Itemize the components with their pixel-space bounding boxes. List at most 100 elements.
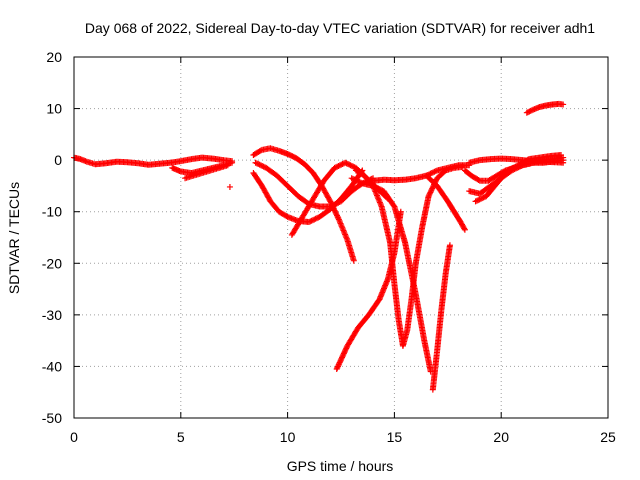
data-point: [311, 216, 318, 223]
data-point: [375, 185, 382, 192]
x-tick-label: 25: [600, 429, 616, 445]
data-point: [354, 177, 361, 184]
data-point: [475, 177, 482, 184]
data-point: [327, 203, 334, 210]
data-point: [355, 178, 362, 185]
data-point: [252, 159, 259, 166]
data-point: [312, 215, 319, 222]
data-point: [348, 162, 355, 169]
data-point: [335, 199, 342, 206]
data-point: [257, 162, 264, 169]
series-late-3: [472, 151, 565, 205]
data-point: [473, 197, 480, 204]
data-point: [356, 179, 363, 186]
data-point: [509, 164, 516, 171]
data-point: [309, 217, 316, 224]
data-point: [504, 167, 511, 174]
data-point: [461, 226, 468, 233]
data-point: [332, 164, 339, 171]
data-point: [253, 160, 260, 167]
data-point: [226, 183, 233, 190]
data-point: [229, 159, 236, 166]
y-tick-label: 20: [46, 49, 62, 65]
data-point: [427, 170, 434, 177]
series-top-arc: [523, 100, 567, 116]
x-tick-label: 15: [387, 429, 403, 445]
data-point: [338, 161, 345, 168]
data-point: [508, 165, 515, 172]
data-point: [505, 166, 512, 173]
data-point: [428, 170, 435, 177]
data-point: [378, 186, 385, 193]
series-pass-11: [423, 172, 468, 233]
data-point: [432, 168, 439, 175]
data-point: [333, 200, 340, 207]
data-point: [308, 217, 315, 224]
data-point: [446, 242, 453, 249]
series-pass-9: [429, 242, 453, 393]
data-point: [477, 195, 484, 202]
data-point: [372, 184, 379, 191]
data-point: [352, 177, 359, 184]
data-markers: [71, 100, 567, 393]
series-isolated: [226, 183, 233, 190]
y-tick-label: -40: [42, 358, 62, 374]
series-early-flat: [71, 154, 236, 168]
series-pass-10: [370, 162, 473, 184]
series-arc-b: [182, 162, 231, 182]
data-point: [348, 175, 355, 182]
data-point: [331, 164, 338, 171]
data-point: [350, 163, 357, 170]
data-point: [346, 161, 353, 168]
data-point: [511, 164, 518, 171]
data-point: [255, 161, 262, 168]
data-point: [350, 175, 357, 182]
y-tick-label: -30: [42, 307, 62, 323]
series-pass-7: [348, 175, 434, 375]
data-point: [358, 179, 365, 186]
data-point: [260, 163, 267, 170]
data-point: [512, 163, 519, 170]
data-point: [305, 219, 312, 226]
x-tick-label: 10: [280, 429, 296, 445]
data-point: [344, 161, 351, 168]
data-point: [351, 176, 358, 183]
y-tick-label: -50: [42, 410, 62, 426]
x-axis-label: GPS time / hours: [287, 458, 394, 474]
data-point: [507, 166, 514, 173]
data-point: [347, 162, 354, 169]
data-point: [479, 195, 486, 202]
data-point: [257, 147, 264, 154]
data-point: [334, 163, 341, 170]
data-point: [343, 160, 350, 167]
y-tick-label: -20: [42, 255, 62, 271]
data-point: [480, 194, 487, 201]
x-tick-label: 0: [70, 429, 78, 445]
data-point: [431, 168, 438, 175]
axis-ticks: 0 5 10 15 20 25 20 10 0 -10 -20 -30 -40 -50: [42, 49, 616, 445]
data-point: [331, 201, 338, 208]
data-point: [558, 151, 565, 158]
series-pass-8: [399, 163, 466, 349]
x-tick-label: 20: [493, 429, 509, 445]
plot-frame: [73, 56, 609, 419]
data-point: [329, 202, 336, 209]
series-late-4: [466, 155, 567, 166]
y-tick-label: 10: [46, 101, 62, 117]
data-point: [370, 182, 377, 189]
data-point: [339, 161, 346, 168]
data-point: [476, 196, 483, 203]
data-point: [371, 183, 378, 190]
chart-title: Day 068 of 2022, Sidereal Day-to-day VTE…: [85, 20, 595, 36]
x-tick-label: 5: [177, 429, 185, 445]
data-point: [313, 215, 320, 222]
data-point: [430, 169, 437, 176]
data-point: [335, 215, 342, 222]
data-point: [342, 159, 349, 166]
data-point: [256, 161, 263, 168]
data-point: [332, 200, 339, 207]
data-point: [350, 257, 357, 264]
data-point: [560, 159, 567, 166]
series-pass-1: [250, 145, 357, 264]
